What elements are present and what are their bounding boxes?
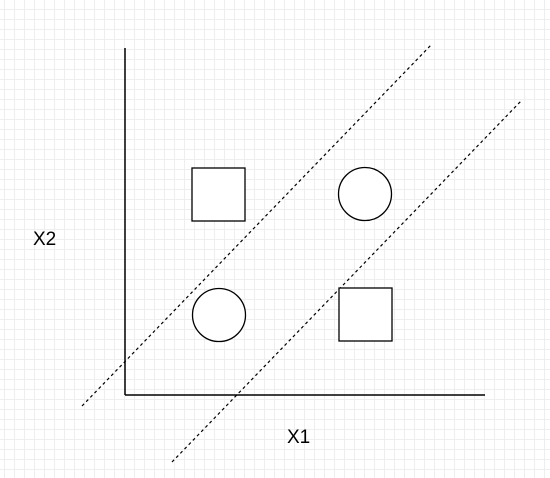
upper-margin-line bbox=[81, 43, 433, 407]
circle-top-right bbox=[337, 166, 393, 222]
x-axis-label: X1 bbox=[287, 427, 310, 448]
square-top-left bbox=[191, 167, 246, 222]
lower-margin-line bbox=[171, 99, 523, 463]
y-axis-label: X2 bbox=[33, 229, 56, 250]
square-bottom-right bbox=[338, 287, 393, 342]
circle-bottom-left bbox=[191, 287, 247, 343]
